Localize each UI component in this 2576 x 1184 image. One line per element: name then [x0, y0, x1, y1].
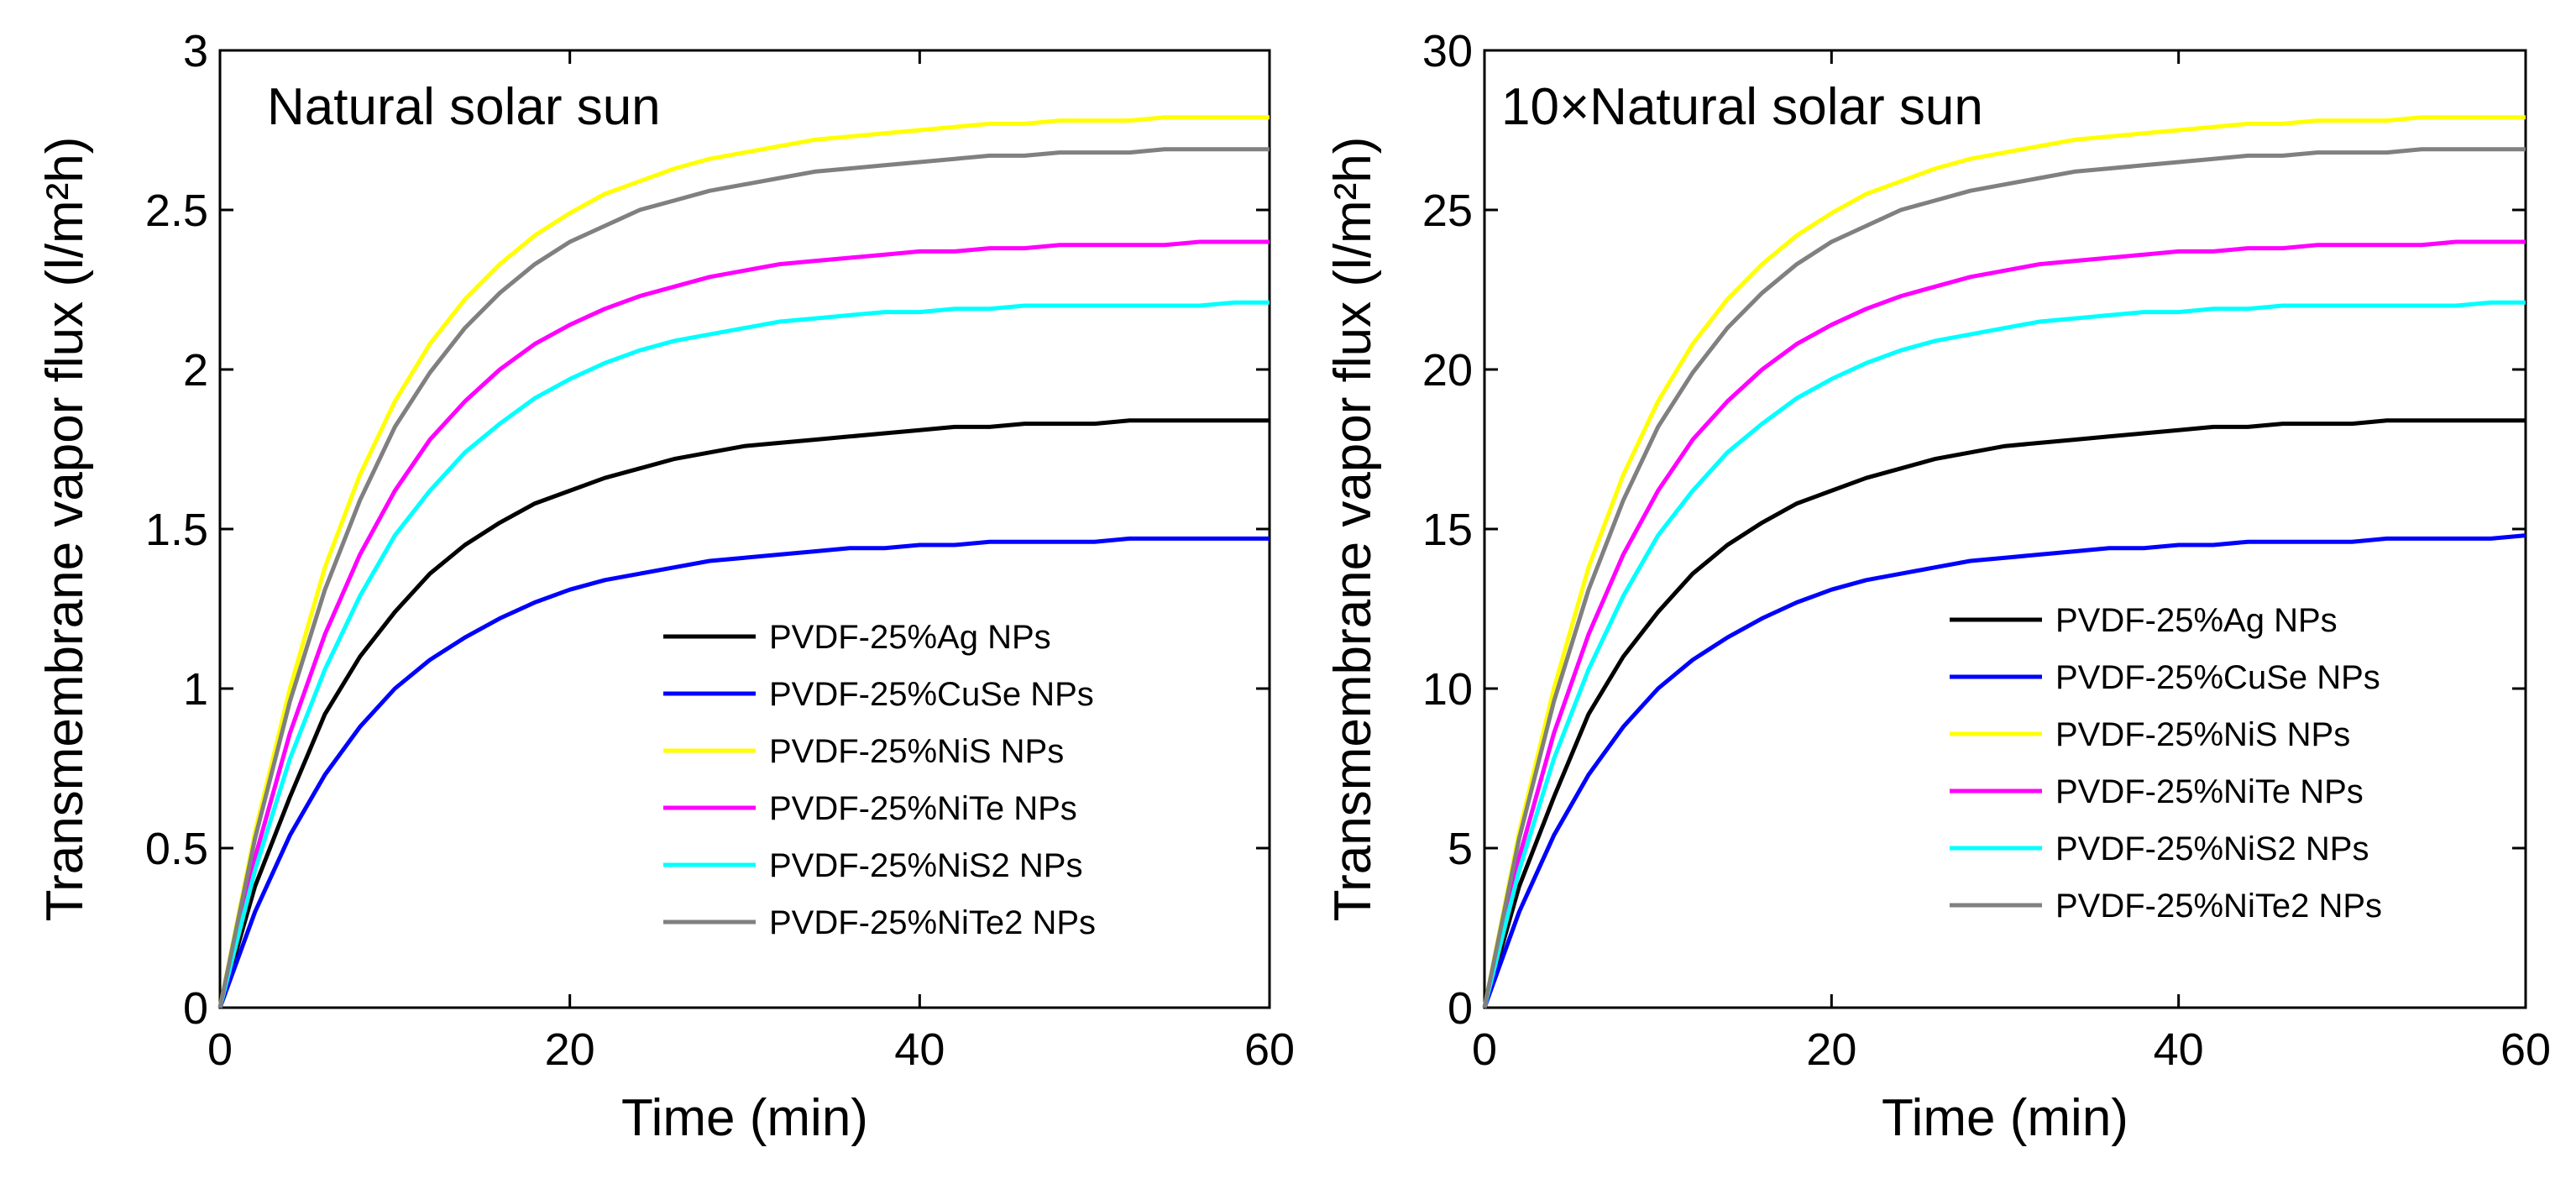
plot-frame — [218, 49, 1271, 1009]
y-tick-label: 25 — [1422, 186, 1473, 236]
chart-panel-2: 0 5 10 15 20 25 30 0 20 40 60 Time (min) Transmembra… — [1324, 26, 2551, 1147]
x-tick-label: 60 — [2500, 1024, 2551, 1075]
y-tick-label: 2.5 — [145, 186, 208, 236]
y-tick-label: 0 — [183, 983, 208, 1034]
y-tick-label: 1 — [183, 664, 208, 715]
series-line-1 — [217, 418, 1270, 1008]
legend: PVDF-25%Ag NPs PVDF-25%CuSe NPs PVDF-25%Ni… — [1950, 602, 2382, 925]
series-line-5 — [1482, 300, 2526, 1008]
x-tick-label: 60 — [1244, 1024, 1295, 1075]
series-line-2 — [1482, 533, 2526, 1008]
legend-label: PVDF-25%Ag NPs — [769, 619, 1051, 656]
legend-label: PVDF-25%NiTe2 NPs — [769, 904, 1096, 941]
x-tick-label: 0 — [207, 1024, 233, 1075]
series-line-5 — [217, 300, 1270, 1008]
series-line-1 — [1482, 418, 2526, 1008]
legend-label: PVDF-25%NiTe NPs — [769, 790, 1077, 827]
y-tick-label: 15 — [1422, 505, 1473, 555]
x-tick-label: 40 — [894, 1024, 945, 1075]
y-tick-label: 3 — [183, 26, 208, 76]
series-line-3 — [217, 115, 1270, 1008]
series-line-4 — [217, 239, 1270, 1008]
legend-label: PVDF-25%NiTe2 NPs — [2055, 888, 2382, 925]
chart-panel-1: 0 0.5 1 1.5 2 2.5 3 0 20 40 60 Time (min) Transmembr… — [36, 26, 1295, 1147]
legend-label: PVDF-25%NiS NPs — [769, 733, 1064, 770]
plot-frame — [1483, 49, 2527, 1009]
legend-label: PVDF-25%CuSe NPs — [769, 676, 1094, 713]
x-axis-label: Time (min) — [621, 1089, 868, 1147]
legend-label: PVDF-25%NiS2 NPs — [769, 847, 1082, 884]
x-axis-label: Time (min) — [1882, 1089, 2128, 1147]
panel-annotation: 10×Natural solar sun — [1501, 78, 1983, 136]
series-line-4 — [1482, 239, 2526, 1008]
y-tick-label: 10 — [1422, 664, 1473, 715]
y-tick-label: 0 — [1448, 983, 1473, 1034]
y-axis-label: Transmembrane vapor flux (l/m²h) — [36, 137, 94, 922]
series-line-6 — [1482, 147, 2526, 1008]
series-line-6 — [217, 147, 1270, 1008]
y-tick-label: 1.5 — [145, 505, 208, 555]
x-tick-label: 40 — [2154, 1024, 2204, 1075]
legend-label: PVDF-25%NiS NPs — [2055, 716, 2350, 753]
legend-label: PVDF-25%NiTe NPs — [2055, 773, 2364, 810]
x-tick-label: 20 — [545, 1024, 595, 1075]
y-tick-label: 30 — [1422, 26, 1473, 76]
y-tick-label: 20 — [1422, 345, 1473, 396]
x-tick-label: 0 — [1472, 1024, 1497, 1075]
y-tick-label: 2 — [183, 345, 208, 396]
panel-annotation: Natural solar sun — [267, 78, 661, 136]
series-line-3 — [1482, 115, 2526, 1008]
legend-label: PVDF-25%CuSe NPs — [2055, 659, 2380, 696]
x-tick-label: 20 — [1806, 1024, 1856, 1075]
y-tick-label: 5 — [1448, 824, 1473, 874]
legend-label: PVDF-25%NiS2 NPs — [2055, 830, 2369, 867]
legend-label: PVDF-25%Ag NPs — [2055, 602, 2338, 639]
y-axis-label: Transmembrane vapor flux (l/m²h) — [1324, 137, 1382, 922]
legend: PVDF-25%Ag NPs PVDF-25%CuSe NPs PVDF-25%Ni… — [663, 619, 1096, 941]
y-tick-label: 0.5 — [145, 824, 208, 874]
series-line-2 — [217, 536, 1270, 1008]
